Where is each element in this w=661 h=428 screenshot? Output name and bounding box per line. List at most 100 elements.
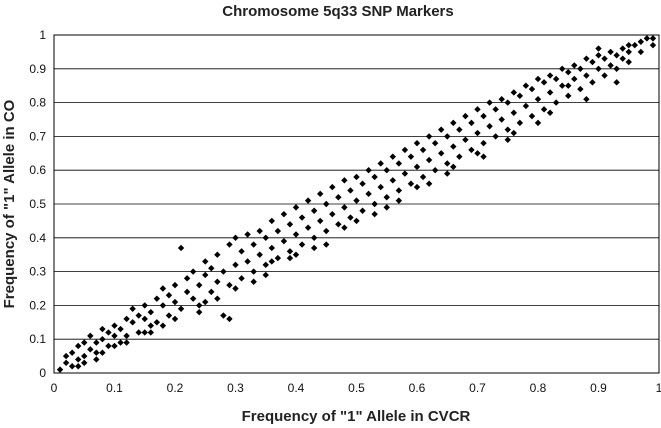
x-tick-labels: 0 0.1 0.2 0.3 0.4 0.5 0.6 0.7 0.8 0.9 1 <box>51 381 661 395</box>
data-point <box>456 126 463 133</box>
data-point <box>250 268 257 275</box>
data-point <box>214 278 221 285</box>
data-point <box>480 112 487 120</box>
data-point <box>93 356 100 363</box>
y-tick-label: 0.8 <box>29 96 46 110</box>
data-point <box>565 82 572 89</box>
data-point <box>323 200 330 208</box>
data-point <box>546 72 554 79</box>
data-point <box>522 102 530 110</box>
data-point <box>123 332 130 340</box>
data-point <box>329 183 336 191</box>
data-point <box>413 183 421 191</box>
data-point <box>177 244 185 252</box>
data-point <box>389 153 396 160</box>
data-point <box>425 156 433 164</box>
data-point <box>196 308 203 316</box>
data-point <box>214 251 221 258</box>
data-point <box>559 65 566 72</box>
data-point <box>383 167 390 174</box>
x-tick-label: 0.8 <box>530 381 547 395</box>
data-point <box>298 241 306 248</box>
data-point <box>510 89 517 96</box>
data-point <box>81 339 88 346</box>
data-point <box>498 96 505 103</box>
data-point <box>87 346 94 353</box>
data-point <box>480 153 487 160</box>
data-point <box>238 248 245 255</box>
data-point <box>304 224 312 231</box>
data-point <box>389 177 396 184</box>
data-point <box>371 210 378 218</box>
data-point <box>310 207 318 214</box>
data-point <box>256 227 263 235</box>
data-point <box>329 210 336 218</box>
data-point <box>93 349 100 356</box>
data-point <box>510 129 517 137</box>
y-tick-labels: 0 0.1 0.2 0.3 0.4 0.5 0.6 0.7 0.8 0.9 1 <box>29 28 46 380</box>
data-point <box>407 153 415 160</box>
data-point <box>559 82 566 89</box>
data-point <box>468 119 475 127</box>
data-point <box>353 173 360 181</box>
data-point <box>250 278 257 285</box>
data-point <box>395 187 403 194</box>
x-tick-label: 0.3 <box>227 381 244 395</box>
data-point <box>274 227 282 235</box>
data-point <box>141 329 148 336</box>
data-point <box>317 190 324 198</box>
data-point <box>62 352 70 360</box>
data-point <box>268 244 275 252</box>
data-point <box>310 234 318 241</box>
y-tick-label: 0.6 <box>29 163 46 177</box>
data-point <box>183 288 191 296</box>
data-point <box>613 79 620 86</box>
data-point <box>75 363 82 370</box>
data-point <box>425 180 433 187</box>
data-point <box>262 271 269 279</box>
data-point <box>595 52 602 59</box>
data-point <box>486 123 493 130</box>
data-point <box>413 163 421 171</box>
data-point <box>480 139 487 147</box>
data-point <box>105 329 112 336</box>
data-point <box>335 221 342 228</box>
chart-title: Chromosome 5q33 SNP Markers <box>222 3 453 20</box>
data-point <box>534 96 542 103</box>
data-point <box>504 136 511 143</box>
y-tick-label: 0.1 <box>29 332 46 346</box>
data-point <box>365 167 372 174</box>
x-axis-label: Frequency of "1" Allele in CVCR <box>242 408 471 425</box>
data-point <box>171 281 179 289</box>
data-point <box>292 251 300 258</box>
data-point <box>202 271 209 279</box>
data-point <box>117 339 124 346</box>
data-point <box>353 217 360 225</box>
data-point <box>601 55 608 62</box>
data-point <box>310 244 318 252</box>
data-point <box>619 45 626 52</box>
data-point <box>220 312 227 319</box>
data-point <box>147 322 154 329</box>
x-tick-label: 0.7 <box>469 381 486 395</box>
x-tick-label: 0.9 <box>590 381 607 395</box>
data-point <box>208 265 215 272</box>
data-point <box>323 227 330 235</box>
data-point <box>637 48 645 56</box>
data-point <box>111 342 118 350</box>
data-point <box>196 302 203 309</box>
data-point <box>99 336 106 343</box>
data-point <box>649 41 657 49</box>
data-point <box>232 234 239 241</box>
data-point <box>528 112 536 120</box>
data-point <box>256 251 263 258</box>
data-point <box>462 136 469 143</box>
data-point <box>395 197 403 204</box>
data-point <box>625 41 632 49</box>
data-point <box>147 329 154 336</box>
data-point <box>552 75 560 83</box>
data-point <box>147 308 154 316</box>
data-point <box>474 129 481 137</box>
data-point <box>202 298 209 306</box>
data-point <box>565 68 572 76</box>
